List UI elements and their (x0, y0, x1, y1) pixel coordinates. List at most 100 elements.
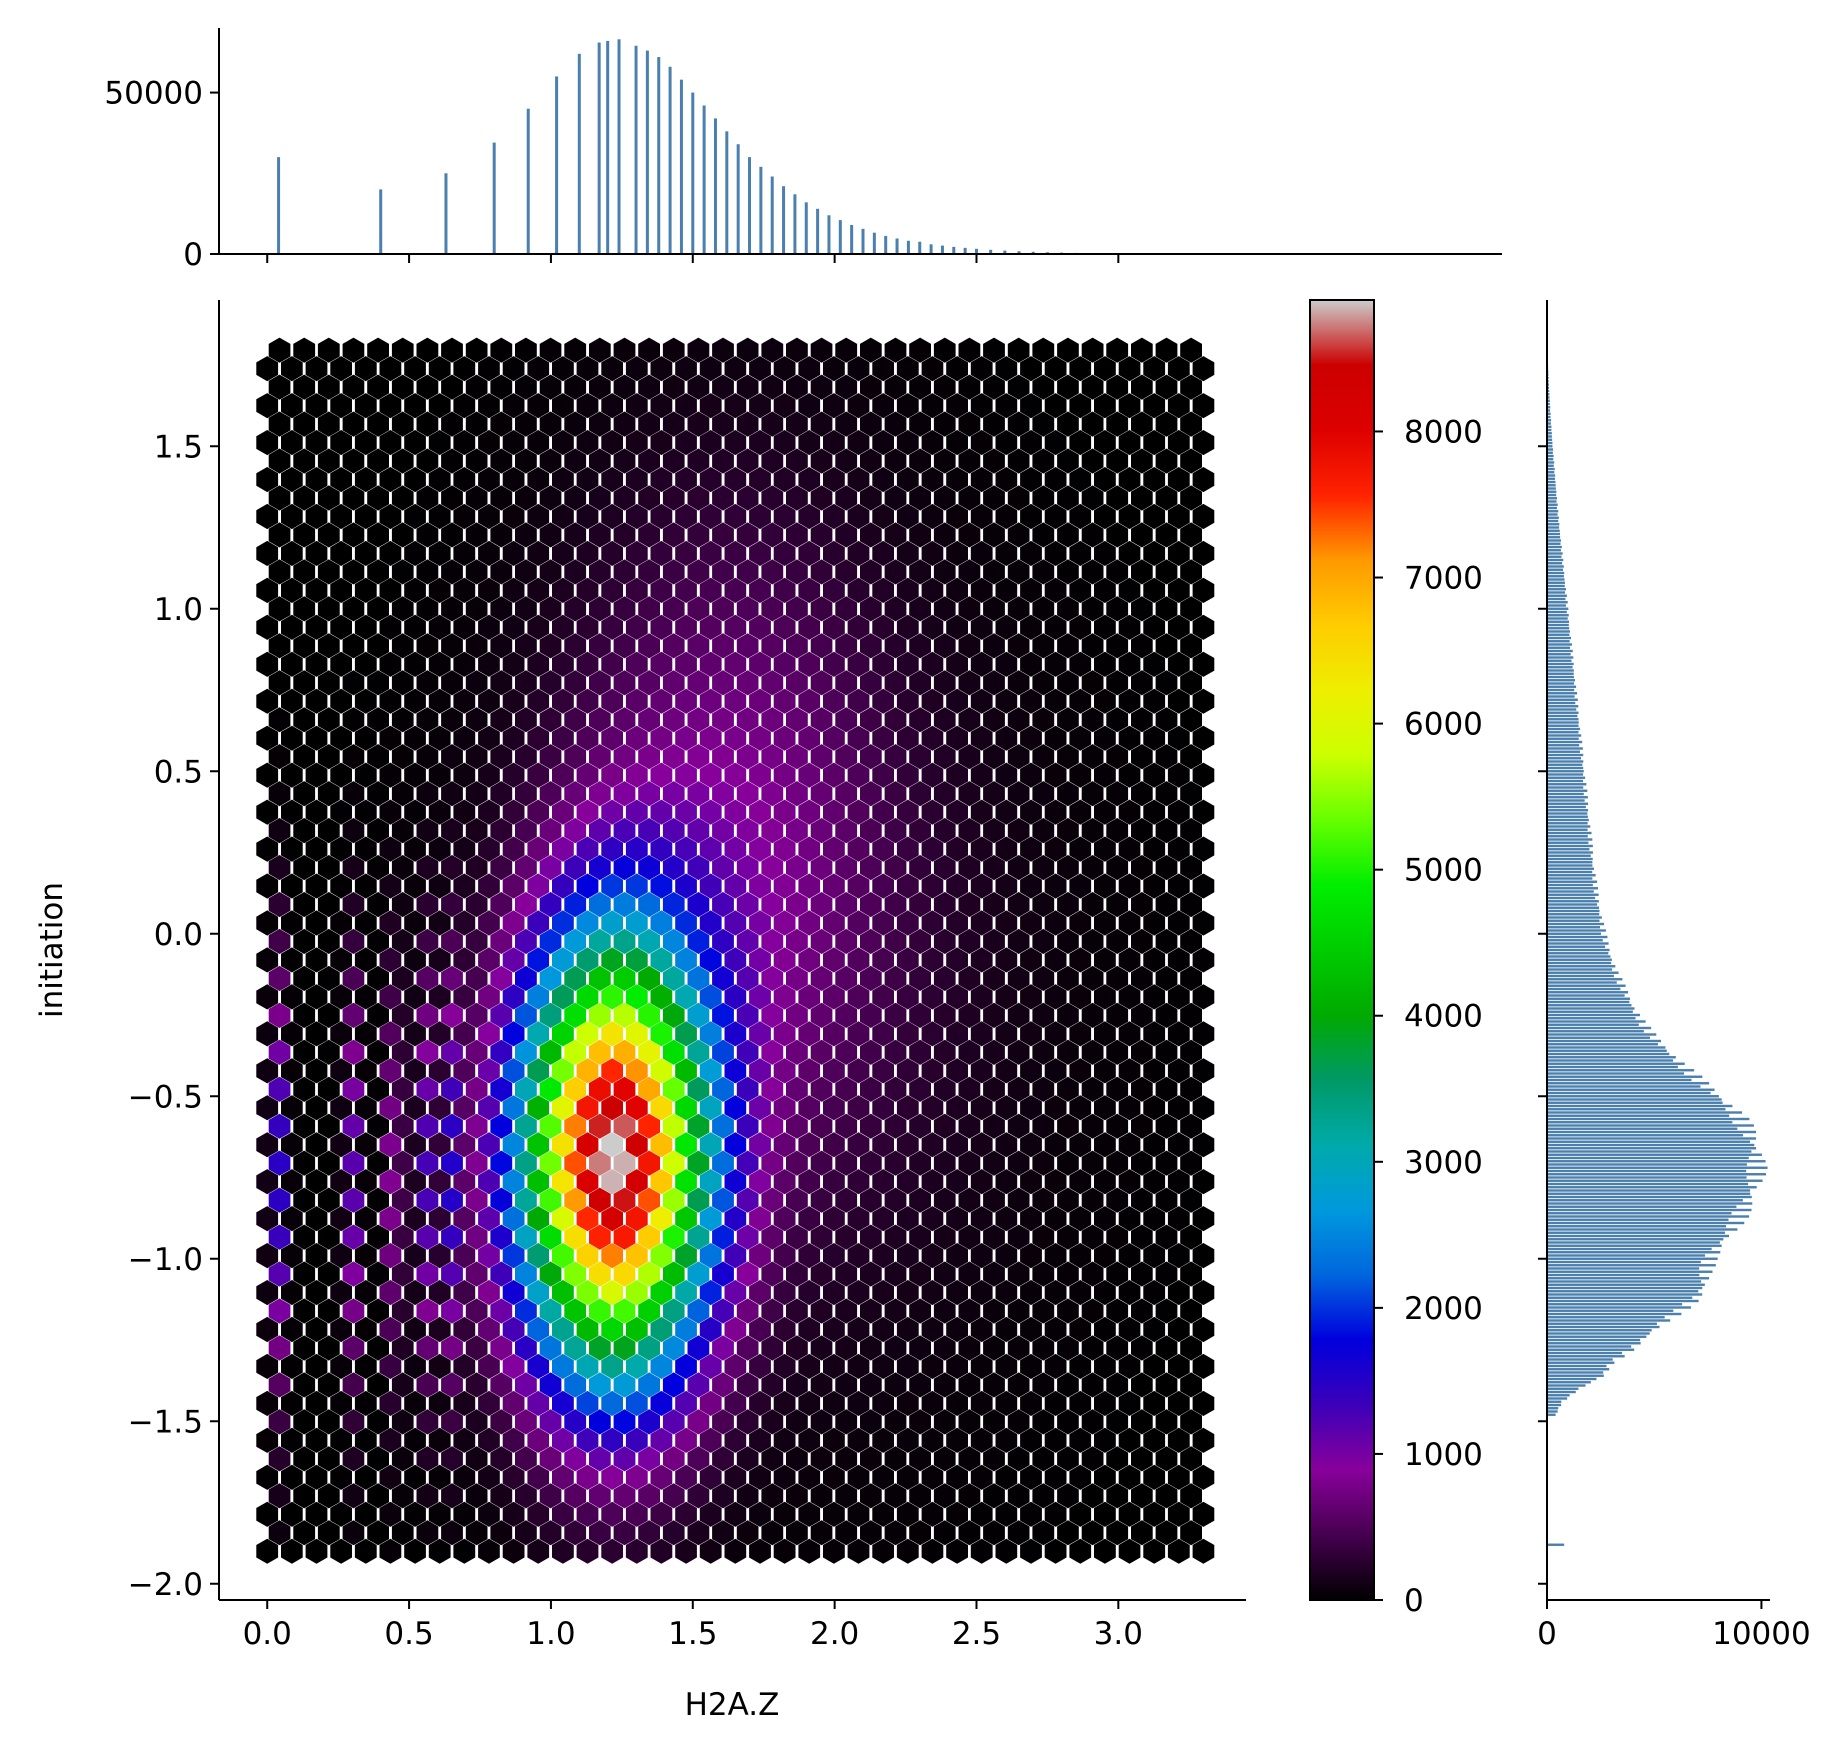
right-histogram-bar (1547, 792, 1584, 796)
hexbin-cell (761, 448, 784, 474)
hexbin-cell (798, 1501, 821, 1527)
hexbin-cell (625, 614, 648, 640)
right-histogram-bar (1547, 1088, 1715, 1091)
hexbin-cell (625, 1206, 648, 1232)
hexbin-cell (662, 1150, 685, 1176)
hexbin-cell (712, 1076, 734, 1102)
hexbin-cell (860, 596, 882, 622)
hexbin-cell (391, 1483, 414, 1509)
top-histogram-bar (526, 108, 530, 254)
hexbin-cell (724, 1464, 747, 1490)
hexbin-cell (1131, 411, 1153, 437)
hexbin-cell (1118, 1464, 1141, 1490)
hexbin-cell (453, 1316, 476, 1343)
hexbin-cell (823, 1243, 845, 1269)
hexbin-cell (699, 762, 722, 788)
hexbin-cell (1192, 762, 1215, 788)
hexbin-cell (761, 1076, 784, 1102)
hexbin-cell (428, 836, 451, 862)
hexbin-cell (404, 430, 426, 456)
colorbar-tick-label: 3000 (1404, 1145, 1483, 1181)
hexbin-cell (970, 1427, 993, 1453)
right-histogram-bar (1547, 1390, 1576, 1394)
hexbin-cell (539, 1224, 562, 1250)
hexbin-cell (1180, 1446, 1202, 1472)
hexbin-cell (1106, 1002, 1129, 1028)
hexbin-cell (823, 1058, 845, 1084)
hexbin-cell (761, 1150, 784, 1176)
hexbin-cell (490, 892, 513, 918)
hexbin-cell (958, 1372, 981, 1398)
hexbin-cell (465, 1076, 488, 1102)
hexbin-cell (379, 356, 402, 382)
hexbin-cell (465, 337, 488, 363)
right-histogram-bar (1547, 415, 1551, 419)
hexbin-cell (736, 374, 759, 400)
hexbin-cell (724, 577, 747, 603)
hexbin-cell (293, 448, 316, 474)
hexbin-cell (625, 836, 648, 862)
hexbin-cell (1057, 1446, 1079, 1472)
hexbin-cell (453, 430, 476, 456)
hexbin-cell (1094, 984, 1116, 1010)
y-tick-label: −0.5 (128, 1079, 203, 1115)
hexbin-cell (995, 910, 1018, 936)
hexbin-cell (896, 540, 919, 566)
right-histogram-bar (1547, 1195, 1752, 1199)
hexbin-cell (465, 1372, 488, 1398)
hexbin-cell (1192, 1095, 1215, 1121)
hexbin-cell (1167, 984, 1190, 1010)
hexbin-cell (736, 1335, 759, 1361)
hexbin-cell (736, 892, 759, 918)
hexbin-cell (379, 1390, 402, 1416)
hexbin-cell (478, 1206, 500, 1232)
hexbin-cell (1094, 1021, 1116, 1047)
hexbin-cell (281, 503, 303, 530)
hexbin-cell (367, 448, 389, 474)
hexbin-cell (847, 1501, 870, 1527)
hexbin-cell (921, 984, 944, 1010)
right-histogram-bar (1547, 659, 1572, 662)
hexbin-cell (823, 1427, 845, 1453)
hexbin-cell (1180, 1039, 1202, 1065)
hexbin-cell (441, 633, 463, 659)
hexbin-cell (601, 1316, 623, 1343)
hexbin-cell (1106, 1335, 1129, 1361)
hexbin-cell (995, 1316, 1018, 1343)
hexbin-cell (330, 688, 352, 714)
hexbin-cell (268, 1113, 291, 1139)
hexbin-cell (872, 688, 894, 714)
hexbin-cell (1106, 337, 1129, 363)
hexbin-cell (354, 503, 377, 530)
right-histogram-bar (1547, 425, 1552, 428)
hexbin-cell (613, 485, 636, 511)
hexbin-cell (1094, 467, 1116, 493)
right-histogram-bar (1547, 1121, 1733, 1124)
hexbin-cell (564, 337, 587, 363)
hexbin-cell (539, 781, 562, 807)
hexbin-cell (539, 670, 562, 696)
hexbin-cell (946, 1353, 968, 1379)
hexbin-cell (724, 430, 747, 456)
hexbin-cell (1044, 651, 1067, 677)
right-histogram-bar (1547, 1400, 1562, 1403)
top-histogram-bar (597, 42, 601, 255)
hexbin-cell (1044, 577, 1067, 603)
hexbin-cell (983, 1187, 1005, 1213)
hexbin-cell (1007, 1150, 1030, 1176)
hexbin-cell (896, 1132, 919, 1158)
hexbin-cell (995, 1390, 1018, 1416)
hexbin-cell (416, 781, 439, 807)
right-histogram-bar (1547, 633, 1570, 636)
right-histogram-bar (1547, 1264, 1716, 1267)
hexbin-cell (749, 1206, 771, 1232)
hexbin-cell (527, 503, 550, 530)
right-histogram-bar (1547, 867, 1594, 870)
hexbin-cell (589, 1224, 611, 1250)
right-histogram-bar (1547, 480, 1556, 484)
hexbin-cell (502, 688, 525, 714)
hexbin-cell (786, 1150, 808, 1176)
hexbin-cell (896, 984, 919, 1010)
hexbin-cell (1057, 1483, 1079, 1509)
hexbin-cell (946, 836, 968, 862)
